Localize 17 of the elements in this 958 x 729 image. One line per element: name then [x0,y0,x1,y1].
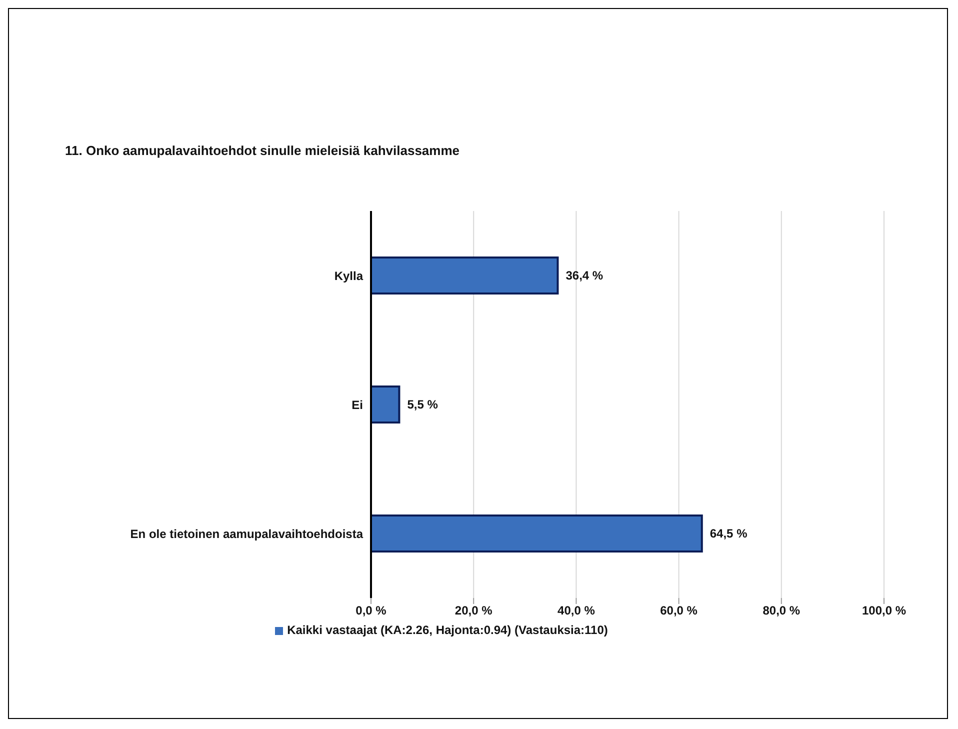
text: 11. Onko aamupalavaihtoehdot sinulle mieleisiä kahvilassamme [65,143,460,158]
legend-label: Kaikki vastaajat (KA:2.26, Hajonta:0.94) (Vastauksia:110) [287,623,608,637]
x-tick-label: 20,0 % [454,604,493,618]
x-tick-label: 40,0 % [558,604,596,618]
bar [371,385,400,424]
x-tick-label: 100,0 % [862,604,906,618]
x-tick-label: 60,0 % [660,604,698,618]
y-tick-label: Ei [352,398,363,412]
y-tick-label: En ole tietoinen aamupalavaihtoehdoista [130,526,364,541]
data-label: 64,5 % [710,526,748,541]
bar [371,514,703,552]
x-tick-label: 80,0 % [762,604,800,618]
x-tick-label: 0,0 % [356,604,387,618]
data-label: 36,4 % [566,268,604,283]
data-label: 5,5 % [407,398,438,412]
y-tick-label: Kylla [334,268,364,283]
bar [371,256,559,294]
